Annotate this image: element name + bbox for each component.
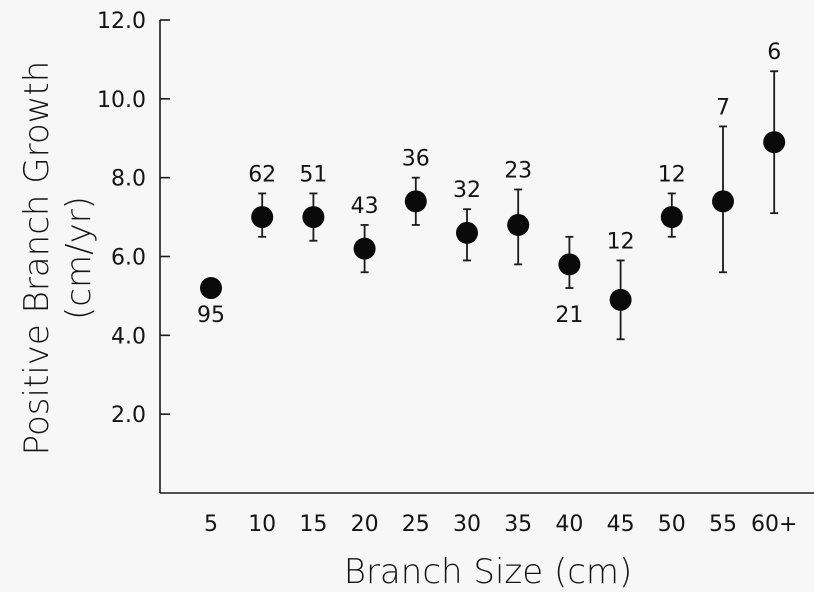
data-point — [712, 190, 734, 213]
data-points — [200, 131, 786, 311]
count-labels: 95 62 51 43 36 32 23 21 12 12 7 6 — [197, 40, 781, 328]
x-tick-label: 10 — [248, 512, 276, 537]
data-point — [251, 206, 274, 229]
x-tick-label: 35 — [504, 512, 532, 537]
x-ticks: 5 10 15 20 25 30 35 40 45 50 55 60+ — [204, 512, 797, 537]
x-tick-label: 60+ — [751, 512, 797, 537]
count-label: 51 — [299, 162, 327, 187]
x-tick-label: 5 — [204, 512, 218, 537]
y-tick-label: 8.0 — [111, 167, 146, 192]
count-label: 6 — [767, 40, 781, 65]
x-tick-label: 45 — [607, 512, 635, 537]
data-point — [353, 237, 376, 260]
x-tick-label: 40 — [555, 512, 583, 537]
x-tick-label: 30 — [453, 512, 481, 537]
data-point — [200, 277, 222, 300]
data-point — [558, 253, 581, 276]
data-point — [660, 206, 683, 229]
axes — [159, 20, 814, 494]
count-label: 36 — [402, 147, 430, 172]
data-point — [456, 221, 478, 244]
x-tick-label: 50 — [658, 512, 686, 537]
count-label: 23 — [504, 158, 532, 183]
y-tick-label: 4.0 — [111, 324, 146, 349]
count-label: 12 — [607, 229, 635, 254]
y-axis-title-line2: (cm/yr) — [59, 196, 99, 320]
count-label: 21 — [555, 303, 583, 328]
count-label: 12 — [658, 162, 686, 187]
data-point — [507, 213, 530, 236]
count-label: 32 — [453, 178, 481, 203]
data-point — [609, 288, 632, 311]
x-tick-label: 55 — [709, 512, 737, 537]
data-point — [302, 206, 325, 229]
x-tick-label: 15 — [299, 512, 327, 537]
y-tick-label: 10.0 — [97, 88, 146, 113]
x-tick-label: 25 — [402, 512, 430, 537]
x-axis-title: Branch Size (cm) — [344, 552, 633, 592]
error-bars — [258, 70, 779, 341]
count-label: 43 — [351, 194, 379, 219]
y-tick-label: 12.0 — [97, 9, 146, 34]
count-label: 62 — [248, 162, 276, 187]
y-tick-label: 6.0 — [111, 246, 146, 271]
data-point — [404, 190, 427, 213]
x-tick-label: 20 — [351, 512, 379, 537]
data-point — [763, 131, 786, 154]
y-axis-title-line1: Positive Branch Growth — [17, 61, 57, 456]
y-tick-label: 2.0 — [111, 403, 146, 428]
count-label: 95 — [197, 303, 225, 328]
count-label: 7 — [716, 95, 730, 120]
y-ticks: 2.0 4.0 6.0 8.0 10.0 12.0 — [97, 9, 170, 428]
